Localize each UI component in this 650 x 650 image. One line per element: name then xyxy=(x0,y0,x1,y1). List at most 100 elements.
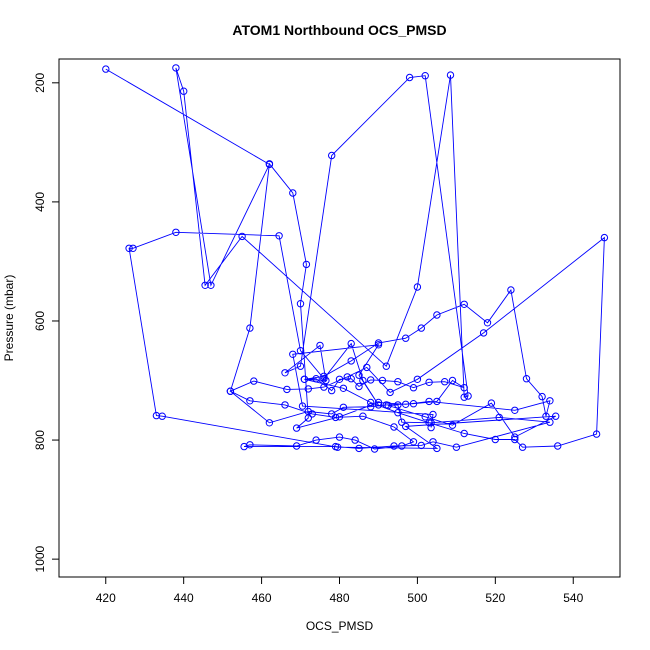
data-point xyxy=(355,382,363,391)
data-point xyxy=(331,413,340,422)
data-point xyxy=(292,442,301,450)
data-point xyxy=(312,375,320,383)
data-point xyxy=(600,233,609,242)
x-tick-label: 460 xyxy=(252,591,272,605)
x-tick-label: 440 xyxy=(174,591,194,605)
data-point xyxy=(335,413,344,421)
data-point xyxy=(460,429,468,438)
data-point xyxy=(172,64,180,72)
y-tick-label: 1000 xyxy=(33,545,47,572)
data-point xyxy=(320,383,328,391)
data-point xyxy=(394,409,402,417)
data-point xyxy=(158,412,166,420)
data-point xyxy=(487,399,496,407)
data-point xyxy=(409,438,418,446)
data-point xyxy=(339,403,348,411)
data-point xyxy=(172,228,180,237)
data-point xyxy=(125,244,133,253)
data-point xyxy=(409,400,418,408)
data-point xyxy=(421,413,429,421)
x-axis: 420 440 460 480 500 520 540 xyxy=(96,577,584,605)
data-point xyxy=(304,414,312,422)
data-point xyxy=(518,443,527,451)
data-point xyxy=(425,378,433,386)
data-point xyxy=(308,410,316,418)
data-point xyxy=(429,410,437,419)
series-layer xyxy=(102,64,609,453)
data-point xyxy=(246,324,254,332)
data-point xyxy=(413,375,422,383)
data-point xyxy=(433,311,441,319)
x-tick-label: 500 xyxy=(407,591,427,605)
y-tick-label: 800 xyxy=(33,430,47,450)
data-point xyxy=(433,444,441,453)
y-axis: 200 400 600 800 1000 xyxy=(33,72,59,572)
data-point xyxy=(367,376,375,384)
data-point xyxy=(374,341,383,349)
data-point xyxy=(394,401,402,409)
data-point xyxy=(446,71,455,79)
data-point xyxy=(522,375,531,383)
data-point xyxy=(302,260,311,269)
data-point xyxy=(367,403,375,411)
data-point xyxy=(507,286,515,294)
data-point xyxy=(335,433,344,441)
data-point xyxy=(495,413,503,422)
data-point xyxy=(292,424,301,432)
data-point xyxy=(367,398,375,407)
data-point xyxy=(265,419,274,427)
data-point xyxy=(339,384,348,392)
data-point xyxy=(425,397,433,406)
data-point xyxy=(333,443,342,451)
x-tick-label: 540 xyxy=(563,591,583,605)
data-point xyxy=(390,423,398,431)
data-point xyxy=(201,281,209,289)
data-point xyxy=(320,372,328,380)
data-point xyxy=(402,422,410,431)
y-tick-label: 400 xyxy=(33,192,47,212)
data-point xyxy=(479,329,488,337)
data-point xyxy=(359,412,367,420)
data-point xyxy=(402,334,410,342)
data-point xyxy=(347,357,355,365)
data-point xyxy=(417,441,425,450)
data-point xyxy=(394,378,402,386)
data-point xyxy=(441,378,449,386)
chart-title: ATOM1 Northbound OCS_PMSD xyxy=(232,22,446,38)
data-point xyxy=(491,435,499,444)
data-point xyxy=(355,371,363,379)
data-point xyxy=(250,377,258,385)
data-point xyxy=(433,397,441,406)
data-point xyxy=(448,421,457,429)
data-point xyxy=(409,384,418,392)
y-tick-label: 600 xyxy=(33,311,47,331)
data-point xyxy=(538,392,546,401)
data-point xyxy=(384,401,392,410)
x-tick-label: 520 xyxy=(485,591,505,605)
data-point xyxy=(421,72,429,80)
data-point xyxy=(240,442,248,451)
data-point xyxy=(347,339,355,348)
data-point xyxy=(429,438,437,446)
data-point xyxy=(511,435,519,444)
data-point xyxy=(238,232,246,241)
data-point xyxy=(152,411,161,420)
data-point xyxy=(298,402,307,410)
data-point xyxy=(281,369,289,377)
data-point xyxy=(546,397,554,405)
data-point xyxy=(322,376,330,385)
data-point xyxy=(296,362,305,370)
plot-frame xyxy=(58,58,621,578)
data-point xyxy=(355,444,363,453)
data-point xyxy=(226,387,235,395)
data-point xyxy=(427,423,435,432)
data-point xyxy=(289,189,297,197)
x-axis-label: OCS_PMSD xyxy=(306,619,374,633)
data-point xyxy=(328,386,336,395)
data-point xyxy=(328,151,336,160)
data-point xyxy=(546,418,554,426)
data-point xyxy=(554,442,562,450)
data-point xyxy=(511,406,519,414)
data-point xyxy=(320,375,328,383)
